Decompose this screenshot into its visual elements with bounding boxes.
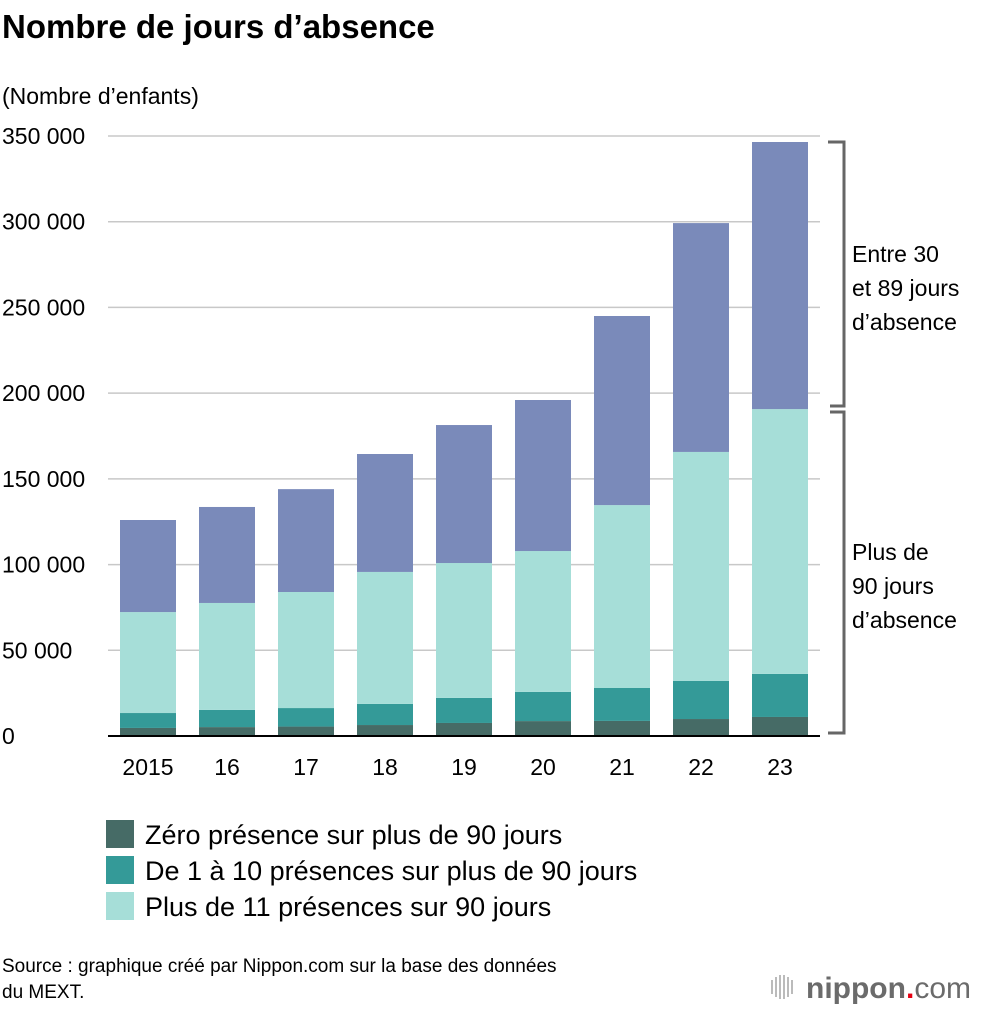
- bar-segment-1: [673, 680, 729, 720]
- x-tick-label: 21: [609, 754, 635, 780]
- nippon-logo: nippon.com: [771, 972, 971, 1005]
- chart-title: Nombre de jours d’absence: [2, 8, 435, 45]
- y-tick-label: 300 000: [2, 209, 85, 235]
- upper-bracket-label: Entre 30: [852, 241, 939, 267]
- bar-segment-1: [752, 673, 808, 717]
- bar-segment-3: [594, 316, 650, 506]
- y-tick-label: 0: [2, 723, 15, 749]
- bar-segment-1: [594, 688, 650, 721]
- y-tick-label: 250 000: [2, 294, 85, 320]
- bar-segment-3: [436, 425, 492, 564]
- x-tick-label: 18: [372, 754, 398, 780]
- bar-segment-3: [357, 454, 413, 572]
- y-tick-label: 100 000: [2, 552, 85, 578]
- x-tick-label: 2015: [122, 754, 173, 780]
- bar-segment-2: [199, 602, 255, 710]
- bar-segment-1: [120, 713, 176, 728]
- bar-segment-3: [199, 506, 255, 603]
- x-tick-label: 19: [451, 754, 477, 780]
- lower-bracket-label: d’absence: [852, 607, 957, 633]
- x-tick-label: 20: [530, 754, 556, 780]
- legend-label: Plus de 11 présences sur 90 jours: [145, 892, 551, 922]
- bar-segment-2: [673, 451, 729, 681]
- upper-bracket-label: d’absence: [852, 309, 957, 335]
- legend-swatch: [106, 820, 134, 848]
- source-line-2: du MEXT.: [2, 982, 84, 1003]
- bar-segment-3: [120, 520, 176, 613]
- y-tick-label: 50 000: [2, 637, 72, 663]
- bar-segment-2: [120, 612, 176, 714]
- lower-bracket-label: 90 jours: [852, 573, 934, 599]
- bar-segment-3: [752, 142, 808, 410]
- lower-bracket: [828, 410, 846, 735]
- bar-segment-1: [436, 697, 492, 723]
- x-tick-label: 22: [688, 754, 714, 780]
- upper-bracket-label: et 89 jours: [852, 275, 959, 301]
- lower-bracket-label: Plus de: [852, 539, 929, 565]
- svg-text:nippon.com: nippon.com: [806, 972, 971, 1005]
- legend-label: De 1 à 10 présences sur plus de 90 jours: [145, 856, 637, 886]
- bar-segment-2: [436, 563, 492, 698]
- bar-segment-2: [278, 592, 334, 709]
- y-tick-label: 350 000: [2, 123, 85, 149]
- bar-segment-0: [436, 722, 492, 736]
- bar-segment-0: [752, 716, 808, 736]
- x-tick-label: 16: [214, 754, 240, 780]
- bar-segment-1: [278, 708, 334, 727]
- bar-segment-2: [357, 571, 413, 704]
- bar-segment-2: [594, 505, 650, 688]
- y-tick-label: 200 000: [2, 380, 85, 406]
- bar-segment-0: [278, 726, 334, 736]
- y-tick-label: 150 000: [2, 466, 85, 492]
- legend-label: Zéro présence sur plus de 90 jours: [145, 820, 562, 850]
- bar-segment-1: [515, 691, 571, 722]
- legend-swatch: [106, 892, 134, 920]
- x-tick-label: 17: [293, 754, 319, 780]
- bar-segment-2: [752, 409, 808, 674]
- bar-segment-0: [199, 727, 255, 736]
- bar-segment-1: [357, 703, 413, 726]
- bar-segment-0: [673, 719, 729, 736]
- source-line-1: Source : graphique créé par Nippon.com s…: [2, 956, 557, 977]
- bar-segment-3: [278, 489, 334, 592]
- bar-segment-3: [515, 400, 571, 552]
- upper-bracket: [828, 140, 846, 408]
- bar-segment-0: [120, 727, 176, 736]
- bar-segment-3: [673, 223, 729, 452]
- bar-segment-0: [594, 720, 650, 736]
- bar-segment-0: [515, 721, 571, 736]
- x-tick-label: 23: [767, 754, 793, 780]
- legend-swatch: [106, 856, 134, 884]
- y-axis-label: (Nombre d’enfants): [2, 83, 199, 109]
- bar-segment-2: [515, 551, 571, 692]
- bar-segment-0: [357, 725, 413, 736]
- bar-segment-1: [199, 709, 255, 728]
